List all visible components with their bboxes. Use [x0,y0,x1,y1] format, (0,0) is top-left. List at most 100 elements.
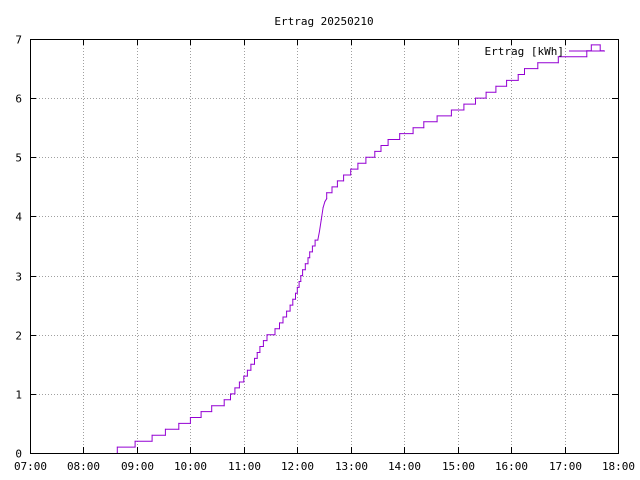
x-tick-label: 12:00 [281,460,314,473]
series-point [599,44,601,46]
series-point [304,263,306,265]
series-point [262,340,264,342]
series-point [485,97,487,99]
series-point [506,85,508,87]
x-tick-label: 13:00 [335,460,368,473]
series-point [495,91,497,93]
series-point [262,346,264,347]
series-point [243,381,245,383]
x-tick-label: 14:00 [388,460,421,473]
legend-label: Ertrag [kWh] [485,45,564,58]
series-point [279,328,280,330]
series-point [309,257,311,259]
series-point [282,316,284,318]
series-point [300,275,302,277]
series-line [116,44,604,453]
series-point [412,133,414,135]
series-point [423,121,425,123]
series-point [309,251,311,253]
series-point [254,357,255,359]
series-point [307,257,309,259]
series-point [200,411,202,413]
y-tick-label: 5 [15,152,22,165]
x-tick-label: 09:00 [121,460,154,473]
series-point [399,139,401,140]
tick-labels: 07:00 08:00 09:00 10:00 11:00 12:00 13:00 14:00… [14,34,635,474]
series-point [302,275,304,277]
series-point [311,245,313,247]
series-point [164,434,166,436]
series-point [211,411,213,413]
series-point [279,322,280,324]
series-point [517,74,519,75]
series-point [537,62,539,64]
series-point [151,434,153,436]
series-point [524,68,525,70]
series-point [365,162,367,164]
series-point [450,115,452,117]
y-tick-label: 1 [15,389,22,402]
series-point [164,428,166,430]
series-point [211,405,213,407]
series-point [274,328,276,330]
series-point [259,352,261,353]
series-point [374,150,376,152]
series-point [151,440,153,442]
series-point [178,422,180,424]
grid [30,39,618,453]
series-point [399,133,401,135]
series-point [254,363,255,365]
y-tick-label: 0 [15,448,22,461]
series-point [223,399,225,401]
series-point [320,218,322,220]
y-tick-label: 3 [15,271,22,284]
x-tick-label: 18:00 [602,460,635,473]
series-point [436,121,438,123]
series-point [296,286,298,288]
series-point [189,417,191,418]
series-point [289,304,291,306]
series-point [357,162,359,164]
series-point [374,156,376,158]
series-point [322,207,324,209]
series-point [586,56,588,58]
series-point [292,298,294,300]
series-point [557,56,559,58]
x-tick-label: 17:00 [549,460,582,473]
series-point [250,363,252,365]
series-point [274,334,276,336]
series-point [286,316,288,318]
series-point [189,422,191,424]
series-point [380,145,382,146]
series-point [524,74,525,75]
series-point [296,292,298,294]
series-point [295,292,296,294]
series-point [266,340,268,342]
series-point [350,168,352,170]
series-point [463,109,465,111]
series-point [387,139,389,140]
series-point [234,393,236,395]
chart-title: Ertrag 20250210 [274,15,373,28]
series-point [311,251,313,253]
series-point [506,79,508,81]
x-tick-label: 07:00 [14,460,47,473]
series-point [475,97,476,99]
series-point [243,375,245,377]
series-point [298,281,300,282]
series-point [238,387,240,389]
series-point [256,352,258,353]
series-point [326,198,328,200]
series-point [289,310,291,312]
series-point [302,269,304,271]
series-point [200,417,202,418]
series-point [517,79,519,81]
x-tick-label: 15:00 [442,460,475,473]
x-tick-label: 10:00 [174,460,207,473]
series-point [475,103,476,105]
series-point [134,440,136,442]
series-point [326,192,328,194]
legend: Ertrag [kWh] [485,45,605,58]
series-point [324,201,326,203]
